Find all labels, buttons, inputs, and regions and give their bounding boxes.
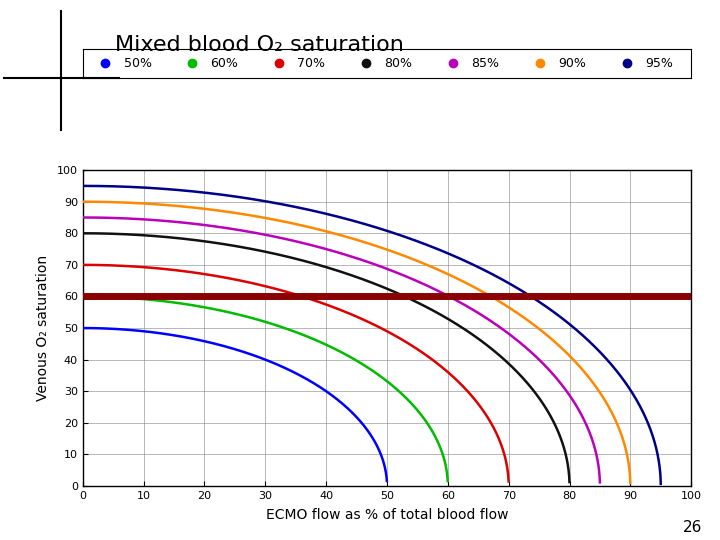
Text: Mixed blood O₂ saturation: Mixed blood O₂ saturation bbox=[115, 35, 404, 55]
Text: 60%: 60% bbox=[210, 57, 238, 70]
Text: 26: 26 bbox=[683, 519, 702, 535]
Text: 50%: 50% bbox=[124, 57, 152, 70]
X-axis label: ECMO flow as % of total blood flow: ECMO flow as % of total blood flow bbox=[266, 508, 508, 522]
Text: 85%: 85% bbox=[472, 57, 499, 70]
Text: 95%: 95% bbox=[645, 57, 673, 70]
Text: 80%: 80% bbox=[384, 57, 413, 70]
Text: 90%: 90% bbox=[558, 57, 586, 70]
Y-axis label: Venous O₂ saturation: Venous O₂ saturation bbox=[36, 255, 50, 401]
Text: 70%: 70% bbox=[297, 57, 325, 70]
